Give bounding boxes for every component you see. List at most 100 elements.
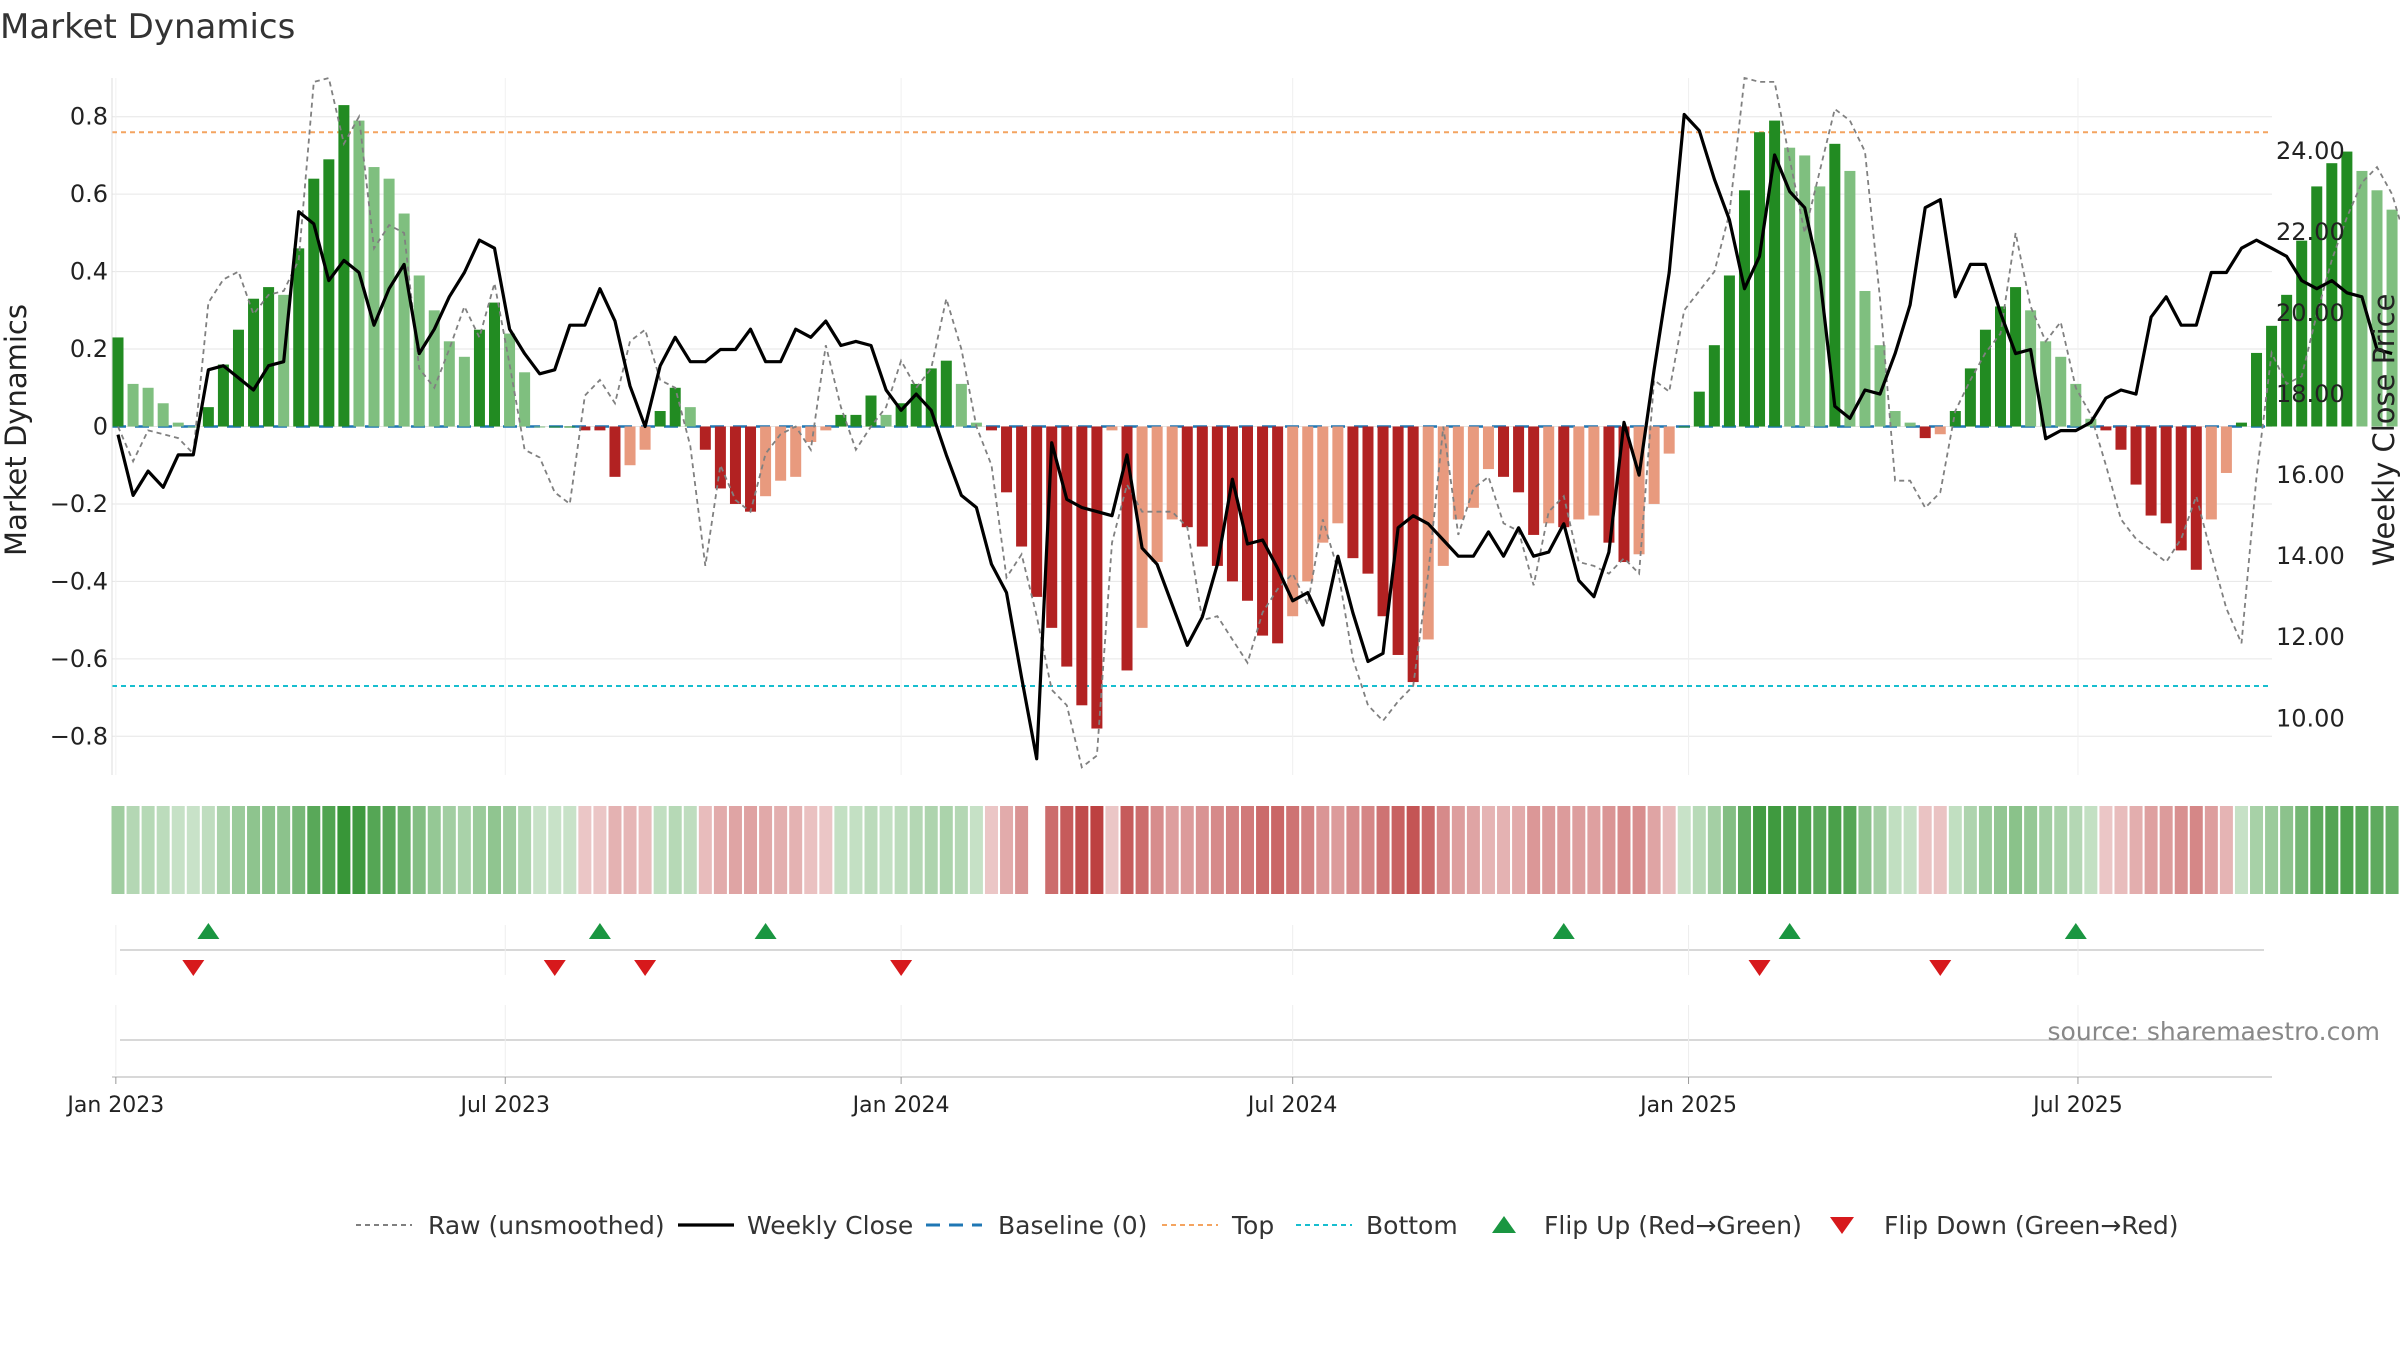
heat-strip-cell [1662, 806, 1676, 894]
heat-strip-cell [548, 806, 562, 894]
right-tick-label: 22.00 [2276, 218, 2345, 246]
bar [1678, 426, 1690, 428]
heat-strip-cell [924, 806, 938, 894]
heat-strip-cell [1572, 806, 1586, 894]
left-tick-label: 0 [93, 413, 108, 441]
heat-strip-cell [1331, 806, 1345, 894]
flip-up-marker [1778, 923, 1801, 939]
bar [1543, 426, 1555, 524]
bar [202, 407, 214, 427]
flip-down-marker [890, 960, 913, 976]
heat-strip-cell [789, 806, 803, 894]
heat-strip-cell [1301, 806, 1315, 894]
heat-strip-cell [954, 806, 968, 894]
bar [1407, 426, 1419, 683]
bar [489, 302, 500, 427]
heat-strip-cell [1090, 806, 1104, 894]
heat-strip-cell [322, 806, 336, 894]
flip-down-marker [1929, 960, 1952, 976]
heat-strip-cell [1873, 806, 1887, 894]
bar [1844, 170, 1856, 427]
heat-strip-cell [1978, 806, 1992, 894]
heat-strip-cell [1060, 806, 1074, 894]
heat-strip-cell [1316, 806, 1330, 894]
bar [639, 426, 651, 450]
legend-item: Raw (unsmoothed) [356, 1211, 665, 1240]
heat-strip-cell [382, 806, 396, 894]
green-triangle-up-icon [1492, 1216, 1516, 1233]
x-axis: Jan 2023 Jul 2023 Jan 2024 Jul 2024 Jan 2025… [65, 1076, 2272, 1118]
heat-strip-cell [307, 806, 321, 894]
flip-up-marker [754, 923, 777, 939]
heat-strip-cell [216, 806, 230, 894]
heat-strip-cell [247, 806, 261, 894]
bar [1693, 391, 1705, 427]
left-tick-label: −0.4 [50, 567, 108, 595]
bar [2326, 163, 2338, 427]
legend-label: Top [1231, 1211, 1274, 1240]
heat-strip-cell [2174, 806, 2188, 894]
bar [1181, 426, 1193, 528]
bar [2025, 310, 2037, 427]
x-tick-label: Jul 2025 [2031, 1093, 2123, 1118]
heat-strip-cell [1376, 806, 1390, 894]
bar [1754, 132, 1766, 427]
heat-strip-cell [578, 806, 592, 894]
heat-strip-cell [2159, 806, 2173, 894]
bar [624, 426, 636, 466]
flip-down-marker [634, 960, 657, 976]
heat-strip-cell [1798, 806, 1812, 894]
heat-strip-cell [2189, 806, 2203, 894]
bar [1136, 426, 1148, 628]
heat-strip-cell [1888, 806, 1902, 894]
heat-strip-cell [653, 806, 667, 894]
heat-strip-cell [1406, 806, 1420, 894]
bar [308, 178, 320, 427]
bar [1558, 426, 1570, 528]
bar [157, 403, 169, 427]
heat-strip-cell [1180, 806, 1194, 894]
bar [1211, 426, 1223, 566]
bar [1377, 426, 1389, 617]
bar-series [112, 105, 2398, 729]
bar [2220, 426, 2232, 473]
bar [684, 407, 696, 427]
bar [217, 364, 229, 427]
bar [2386, 209, 2398, 427]
bar [519, 372, 531, 427]
heat-strip-cell [1195, 806, 1209, 894]
heat-strip-cell [1512, 806, 1526, 894]
bar [955, 383, 967, 427]
heat-strip-cell [2204, 806, 2218, 894]
heat-strip-cell [1617, 806, 1631, 894]
heat-strip-cell [2355, 806, 2369, 894]
bar [2010, 287, 2022, 427]
flip-up-marker [588, 923, 611, 939]
heat-strip-cell [1210, 806, 1224, 894]
heat-strip-cell [1632, 806, 1646, 894]
heat-strip-cell [472, 806, 486, 894]
legend-label: Baseline (0) [998, 1211, 1147, 1240]
heat-strip-cell [834, 806, 848, 894]
heat-strip-cell [623, 806, 637, 894]
right-tick-label: 20.00 [2276, 299, 2345, 327]
heat-strip-cell [1737, 806, 1751, 894]
bar [1272, 426, 1284, 644]
bar [1287, 426, 1299, 617]
bar [865, 395, 877, 427]
bar [443, 341, 455, 427]
bar [1995, 306, 2006, 427]
bar [172, 422, 184, 427]
heat-strip-cell [713, 806, 727, 894]
bar [669, 387, 681, 427]
bar [1332, 426, 1344, 524]
heat-strip-cell [2340, 806, 2354, 894]
flip-down-marker [182, 960, 205, 976]
bar [2175, 426, 2187, 551]
bar [1979, 329, 1991, 427]
bar [2040, 341, 2052, 427]
heat-strip-cell [442, 806, 456, 894]
heat-strip-cell [2295, 806, 2309, 894]
heat-strip-cell [412, 806, 426, 894]
